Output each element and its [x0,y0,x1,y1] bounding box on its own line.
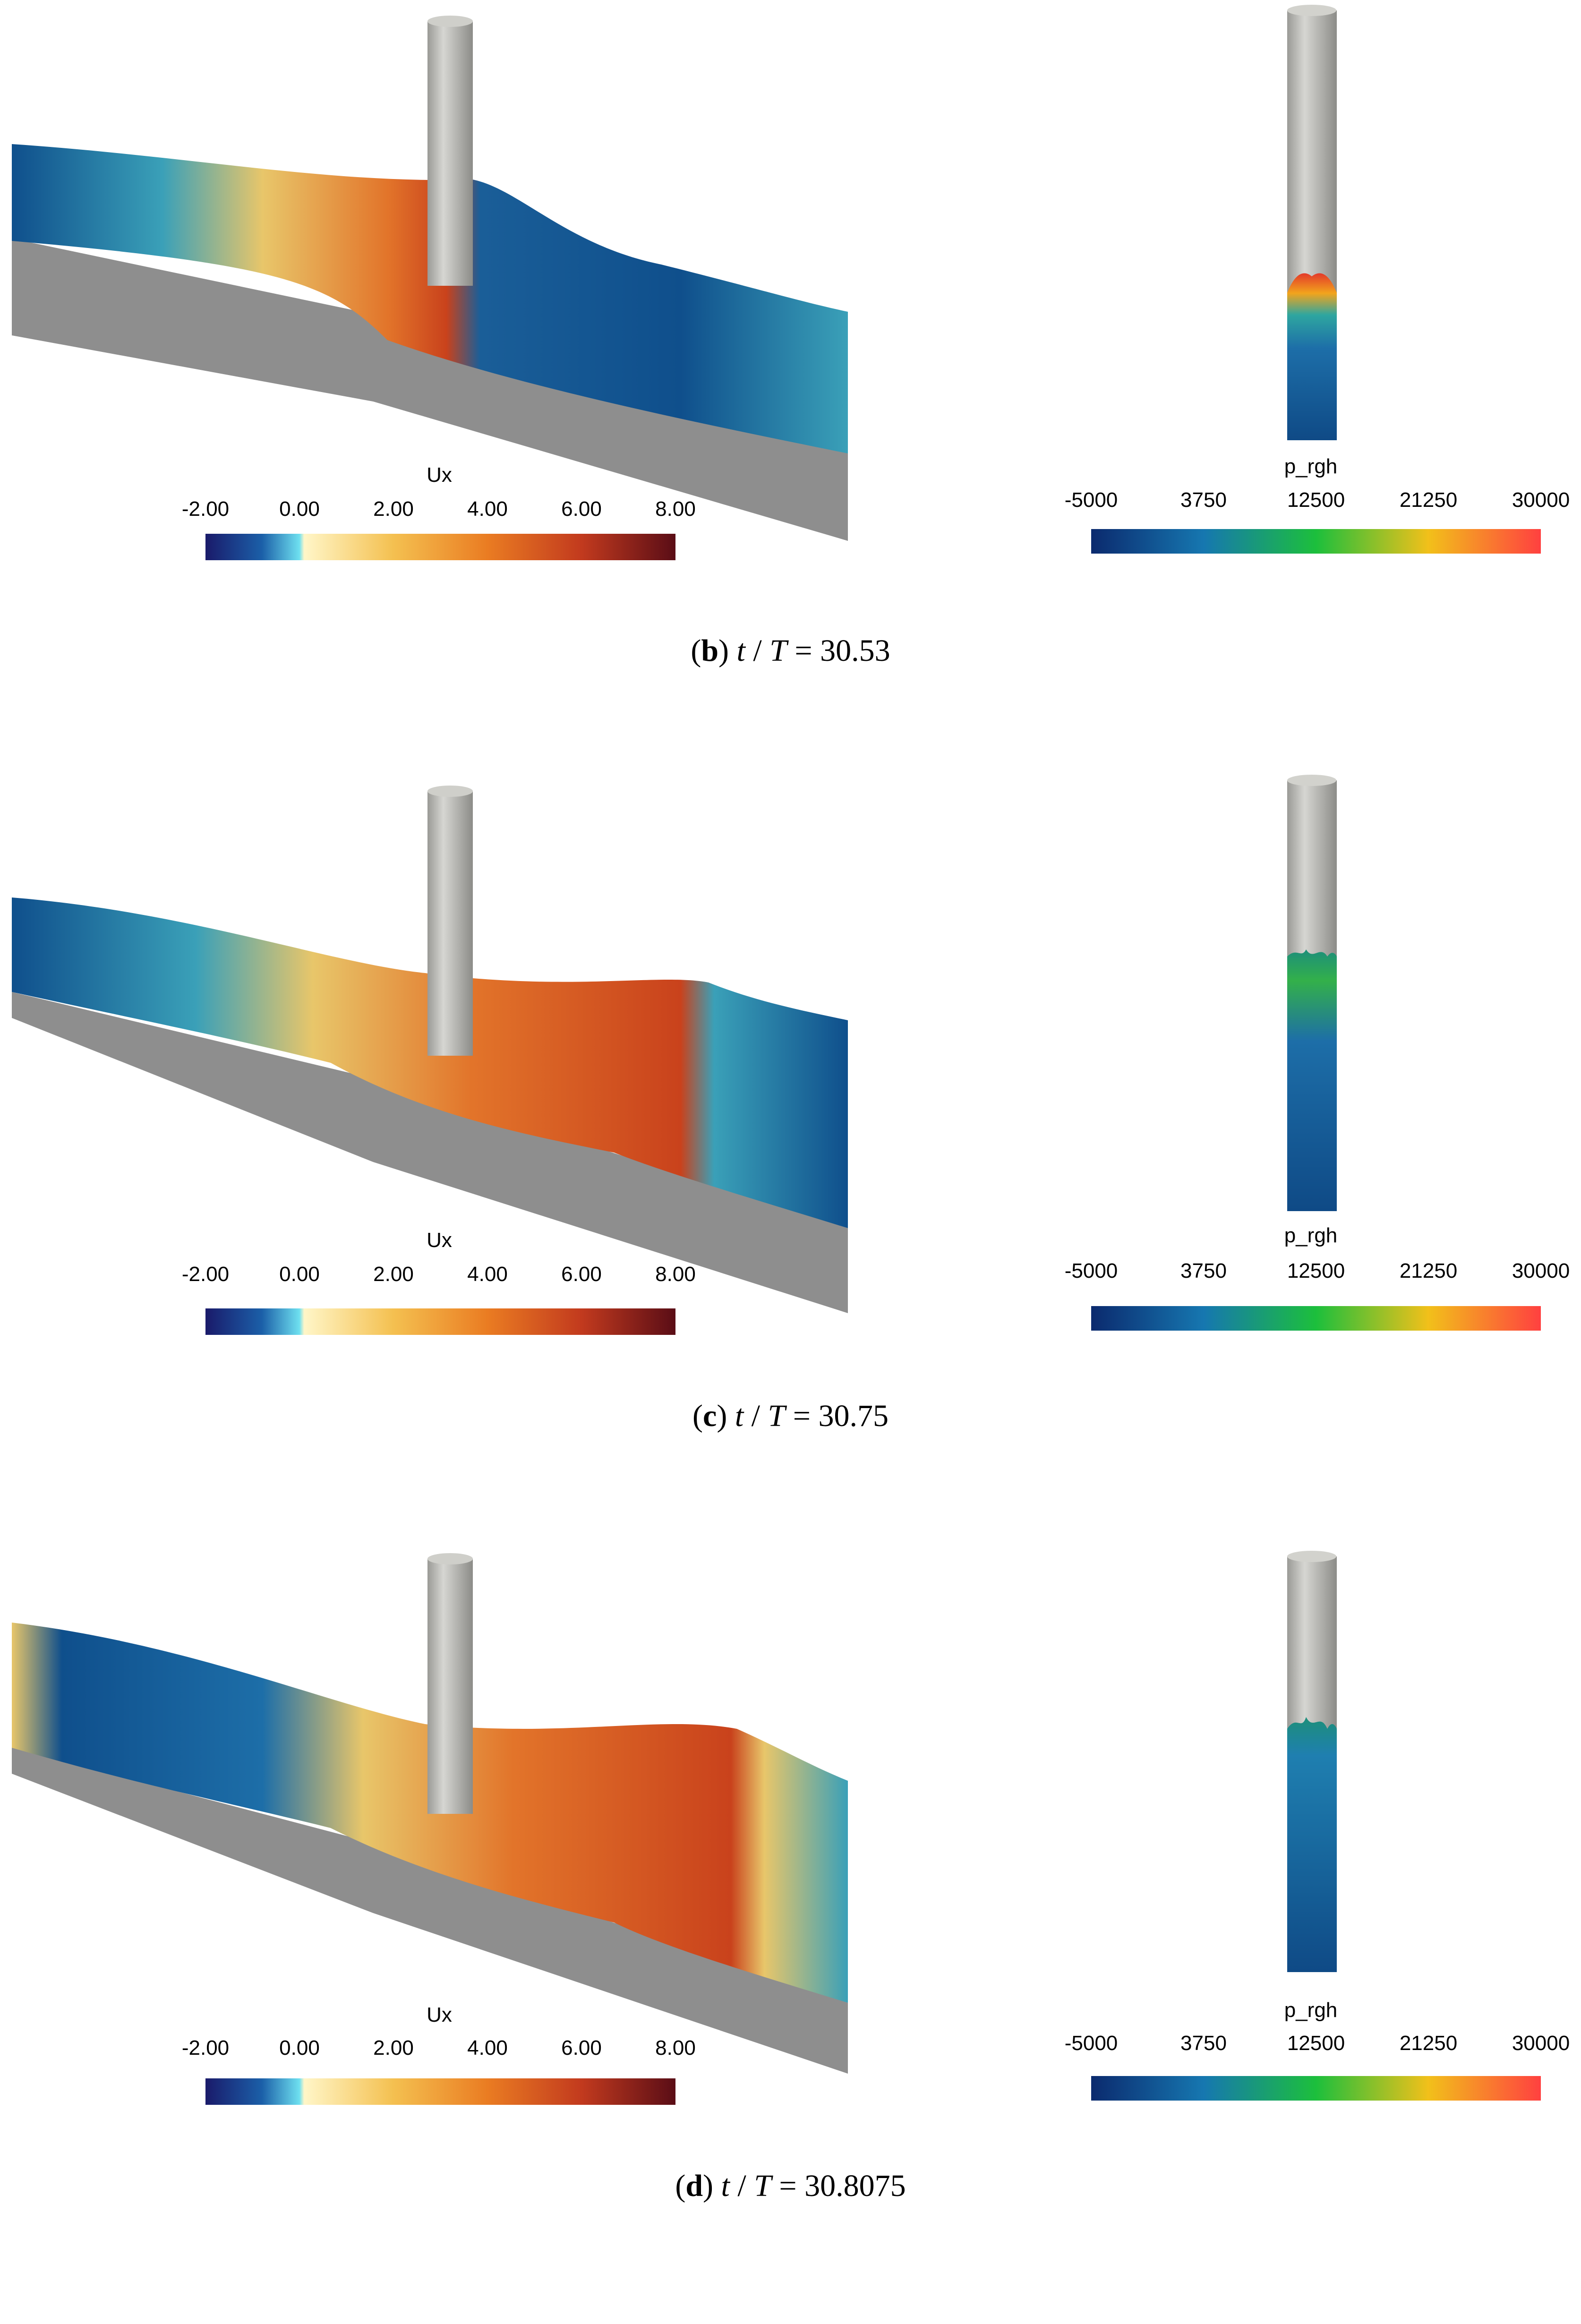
time-value: 30.53 [820,633,890,668]
panel-label: b [701,633,719,668]
panel-b: Ux -2.00 0.00 2.00 4.00 6.00 8.00 p_rgh … [0,0,1581,775]
time-value: 30.75 [818,1399,889,1433]
t-variable: t [721,2169,730,2203]
prgh-tick: 3750 [1180,1259,1227,1282]
prgh-tick: 12500 [1287,2032,1345,2055]
prgh-colorbar [1091,1306,1541,1331]
prgh-colorbar-ticks: -5000 3750 12500 21250 30000 [1065,488,1570,512]
prgh-tick: 21250 [1400,488,1457,512]
prgh-tick: 21250 [1400,1259,1457,1282]
prgh-tick: 12500 [1287,1259,1345,1282]
ux-tick: 8.00 [655,1263,696,1286]
bed-surface [12,1748,848,2074]
water-surface [12,897,848,1228]
ux-tick: 2.00 [373,2036,414,2059]
cylinder [427,791,473,1056]
t-variable: t [735,1399,744,1433]
ux-colorbar-ticks: -2.00 0.00 2.00 4.00 6.00 8.00 [182,2036,696,2059]
ux-colorbar-ticks: -2.00 0.00 2.00 4.00 6.00 8.00 [182,1263,696,1286]
prgh-colorbar [1091,529,1541,554]
ux-tick: 4.00 [467,497,508,521]
ux-tick: 6.00 [561,1263,602,1286]
ux-colorbar-title: Ux [427,463,452,487]
prgh-tick: 21250 [1400,2032,1457,2055]
ux-tick: 0.00 [279,1263,320,1286]
pressure-field [1287,949,1337,1211]
ux-colorbar-title: Ux [427,2003,452,2026]
ux-colorbar-title: Ux [427,1229,452,1252]
t-variable: t [736,633,745,668]
cylinder [427,1559,473,1814]
prgh-colorbar-title: p_rgh [1284,455,1338,478]
ux-tick: 6.00 [561,2036,602,2059]
ux-colorbar [205,2078,675,2105]
panel-label: c [703,1399,717,1433]
water-surface [12,144,848,453]
prgh-tick: -5000 [1065,488,1118,512]
ux-tick: 2.00 [373,1263,414,1286]
prgh-tick: -5000 [1065,2032,1118,2055]
ux-tick: 8.00 [655,497,696,521]
panel-c: Ux -2.00 0.00 2.00 4.00 6.00 8.00 p_rgh … [0,775,1581,1549]
prgh-tick: -5000 [1065,1259,1118,1282]
ux-tick: 8.00 [655,2036,696,2059]
ux-tick: 0.00 [279,497,320,521]
ux-tick: -2.00 [182,1263,229,1286]
time-value: 30.8075 [804,2169,906,2203]
cylinder [427,21,473,286]
prgh-tick: 3750 [1180,2032,1227,2055]
caption-c: (c) t / T = 30.75 [692,1399,889,1433]
panel-b-graphics: Ux -2.00 0.00 2.00 4.00 6.00 8.00 p_rgh … [12,5,1570,560]
prgh-tick: 30000 [1512,1259,1570,1282]
ux-tick: -2.00 [182,2036,229,2059]
prgh-colorbar-ticks: -5000 3750 12500 21250 30000 [1065,1259,1570,1282]
pressure-field [1287,273,1337,440]
ux-colorbar [205,1308,675,1335]
prgh-colorbar-title: p_rgh [1284,1224,1338,1247]
bed-surface [12,992,848,1313]
T-variable: T [768,1399,786,1433]
prgh-tick: 3750 [1180,488,1227,512]
caption-d: (d) t / T = 30.8075 [675,2169,906,2203]
panel-c-graphics: Ux -2.00 0.00 2.00 4.00 6.00 8.00 p_rgh … [12,775,1570,1335]
ux-colorbar-ticks: -2.00 0.00 2.00 4.00 6.00 8.00 [182,497,696,521]
ux-tick: 6.00 [561,497,602,521]
panel-d-graphics: Ux -2.00 0.00 2.00 4.00 6.00 8.00 p_rgh … [12,1551,1570,2105]
prgh-tick: 30000 [1512,488,1570,512]
prgh-colorbar-title: p_rgh [1284,1999,1338,2022]
prgh-tick: 12500 [1287,488,1345,512]
T-variable: T [769,633,787,668]
ux-tick: 0.00 [279,2036,320,2059]
panel-d: Ux -2.00 0.00 2.00 4.00 6.00 8.00 p_rgh … [0,1549,1581,2324]
prgh-colorbar-ticks: -5000 3750 12500 21250 30000 [1065,2032,1570,2055]
panel-label: d [685,2169,703,2203]
ux-colorbar [205,534,675,560]
ux-tick: 4.00 [467,1263,508,1286]
caption-b: (b) t / T = 30.53 [691,633,890,668]
ux-tick: 2.00 [373,497,414,521]
ux-tick: -2.00 [182,497,229,521]
pressure-field [1287,1717,1337,1972]
prgh-tick: 30000 [1512,2032,1570,2055]
prgh-colorbar [1091,2076,1541,2101]
ux-tick: 4.00 [467,2036,508,2059]
T-variable: T [754,2169,771,2203]
